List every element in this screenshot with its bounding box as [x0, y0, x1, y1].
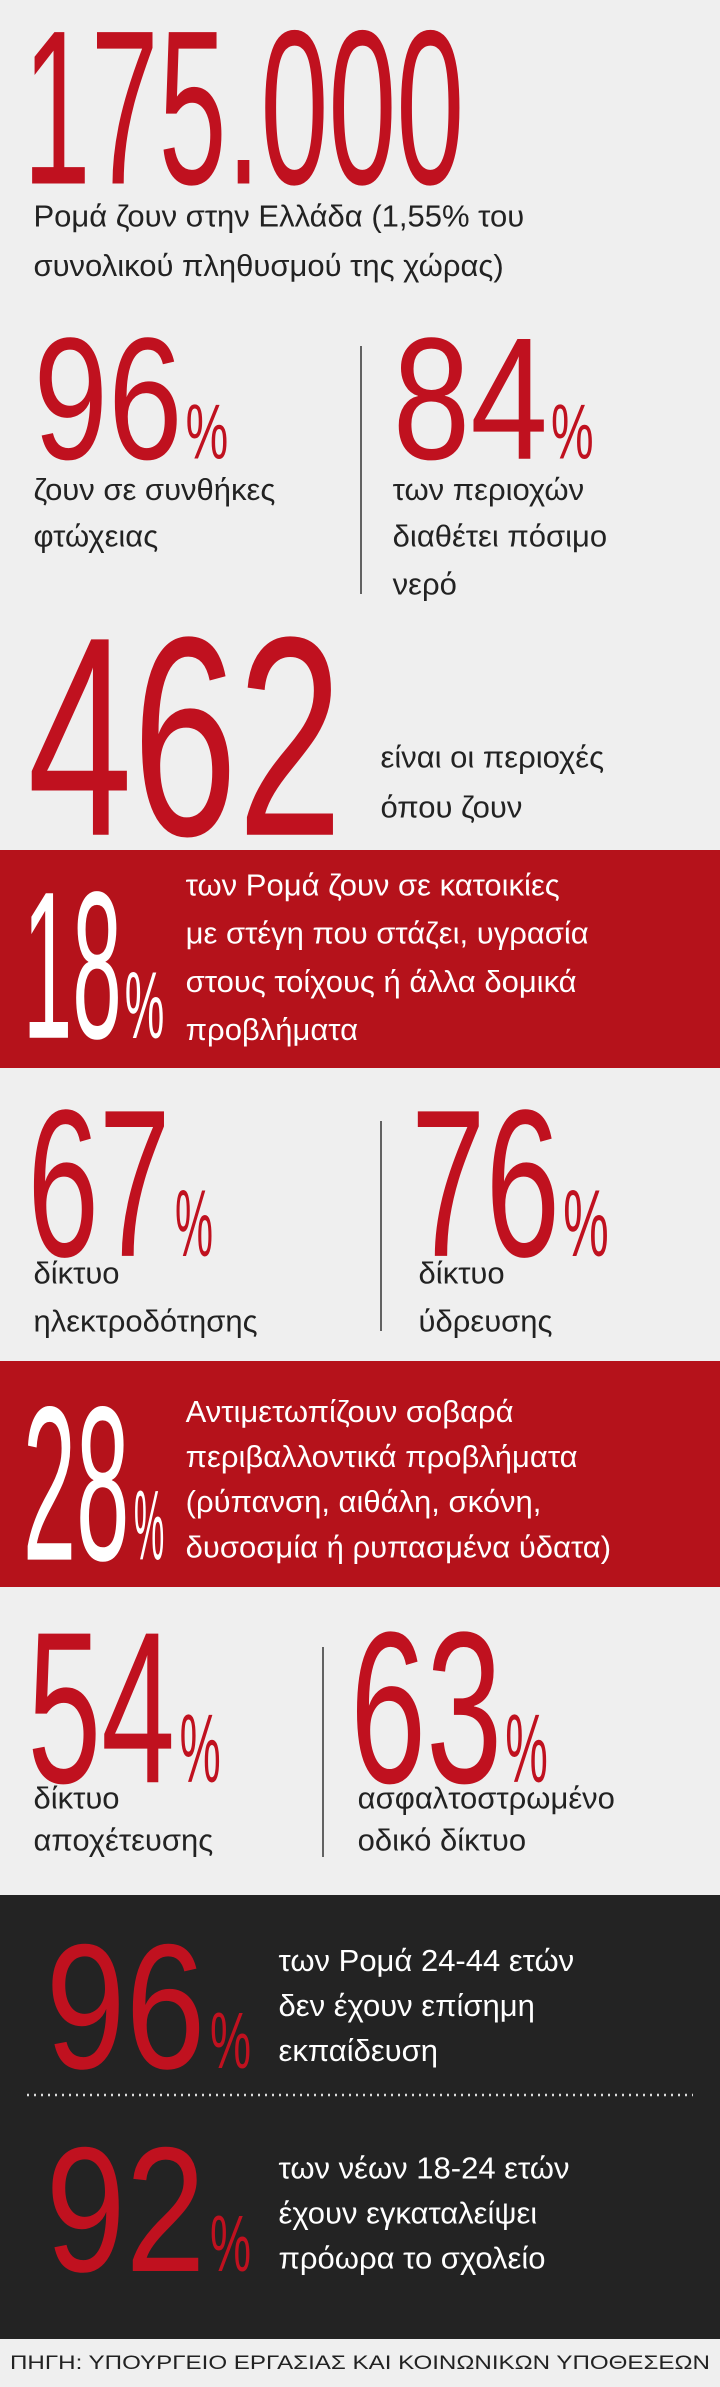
stat-unit: % — [210, 1996, 251, 2085]
stat-caption: (ρύπανση, αιθάλη, σκόνη, — [186, 1484, 542, 1519]
headline-caption: Ρομά ζουν στην Ελλάδα (1,55% του — [33, 198, 524, 233]
stat-caption: έχουν εγκαταλείψει — [279, 2196, 538, 2231]
stat-unit: % — [551, 388, 594, 476]
stat-caption: των περιοχών — [393, 472, 584, 507]
stat-number: 76 — [411, 1066, 560, 1301]
stat-caption: των Ρομά ζουν σε κατοικίες — [186, 868, 560, 903]
stat-number: 96 — [46, 1907, 206, 2106]
stat-number: 92 — [46, 2110, 206, 2309]
headline-caption: συνολικού πληθυσμού της χώρας) — [33, 248, 503, 283]
stat-caption: περιβαλλοντικά προβλήματα — [186, 1439, 578, 1474]
stat-number: 462 — [27, 579, 342, 896]
stat-number: 18 — [23, 848, 122, 1083]
stat-caption: ζουν σε συνθήκες — [33, 472, 275, 507]
stat-caption: νερό — [393, 567, 457, 602]
stat-number: 54 — [27, 1586, 175, 1828]
stat-caption: δίκτυο — [419, 1256, 505, 1291]
stat-caption: δεν έχουν επίσημη — [279, 1988, 535, 2023]
stat-caption: προβλήματα — [186, 1012, 358, 1047]
stat-caption: οδικό δίκτυο — [358, 1823, 526, 1858]
stat-number: 67 — [27, 1066, 170, 1301]
stat-number: 28 — [23, 1361, 130, 1607]
stat-caption: δυσοσμία ή ρυπασμένα ύδατα) — [186, 1529, 611, 1564]
stat-caption: αποχέτευσης — [33, 1823, 213, 1858]
stat-caption: ασφαλτοστρωμένο — [358, 1780, 615, 1815]
stat-caption: φτώχειας — [33, 519, 158, 554]
stat-unit: % — [134, 1470, 164, 1581]
stat-caption: Αντιμετωπίζουν σοβαρά — [186, 1394, 514, 1429]
stat-caption: εκπαίδευση — [279, 2033, 438, 2068]
stat-unit: % — [180, 1694, 221, 1803]
stat-caption: είναι οι περιοχές — [381, 740, 605, 775]
stat-caption: στους τοίχους ή άλλα δομικά — [186, 964, 577, 999]
source: ΠΗΓΗ: ΥΠΟΥΡΓΕΙΟ ΕΡΓΑΣΙΑΣ ΚΑΙ ΚΟΙΝΩΝΙΚΩΝ … — [10, 2353, 710, 2374]
red-band — [0, 1361, 720, 1587]
stat-caption: ύδρευσης — [419, 1304, 553, 1339]
red-band — [0, 850, 720, 1068]
stat-caption: όπου ζουν — [381, 789, 523, 824]
stat-caption: ηλεκτροδότησης — [33, 1304, 257, 1339]
headline-number: 175.000 — [23, 0, 464, 230]
stat-caption: δίκτυο — [33, 1780, 119, 1815]
stat-caption: δίκτυο — [33, 1256, 119, 1291]
stat-unit: % — [210, 2199, 251, 2288]
stat-number: 96 — [33, 301, 182, 496]
stat-unit: % — [563, 1171, 609, 1277]
stat-caption: διαθέτει πόσιμο — [393, 519, 607, 554]
stat-unit: % — [505, 1694, 548, 1803]
stat-caption: πρόωρα το σχολείο — [279, 2241, 546, 2276]
stat-caption: με στέγη που στάζει, υγρασία — [186, 916, 589, 951]
stat-number: 63 — [350, 1586, 502, 1828]
stat-unit: % — [175, 1171, 213, 1277]
stat-caption: των νέων 18-24 ετών — [279, 2150, 570, 2185]
stat-caption: των Ρομά 24-44 ετών — [279, 1943, 575, 1978]
dark-band — [0, 1895, 720, 2339]
stat-unit: % — [125, 953, 165, 1059]
stat-unit: % — [186, 388, 229, 476]
stat-number: 84 — [393, 301, 548, 496]
